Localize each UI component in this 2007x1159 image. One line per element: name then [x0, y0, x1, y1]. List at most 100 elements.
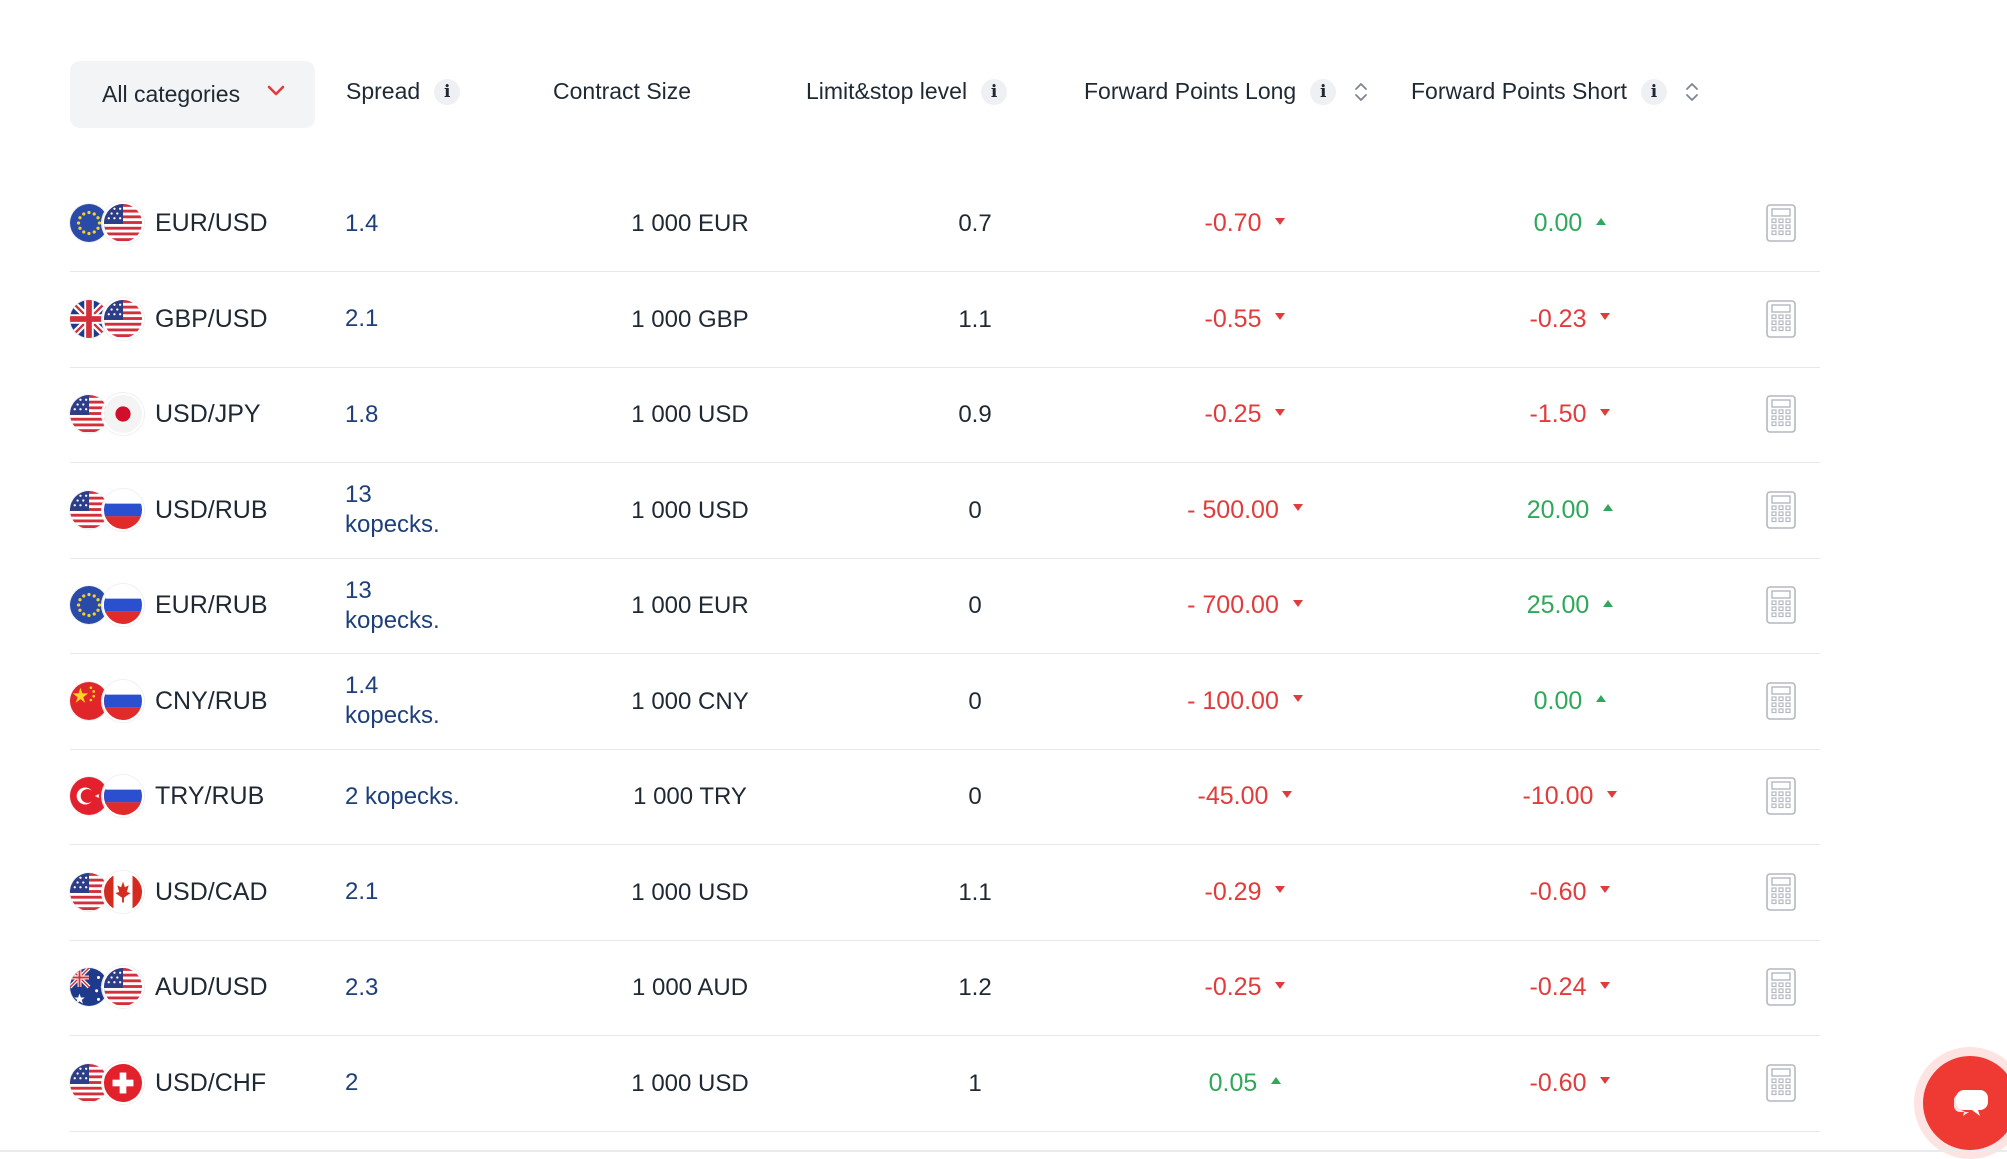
info-icon[interactable]: i [434, 78, 461, 105]
contract-size-value: 1 000 EUR [631, 210, 749, 237]
table-row[interactable]: GBP/USD 2.1 1 000 GBP 1.1 -0.55 -0.23 [70, 272, 1820, 368]
calculator-icon[interactable] [1766, 490, 1796, 529]
forward-short-cell: -1.50 [1420, 367, 1720, 462]
trend-down-icon [1292, 504, 1303, 512]
forward-long-value: - 100.00 [1187, 686, 1279, 715]
page-divider [0, 1150, 2007, 1152]
table-row[interactable]: EUR/RUB 13 kopecks. 1 000 EUR 0 - 700.00 25.0… [70, 558, 1820, 654]
spread-value: 2.3 [345, 940, 505, 1035]
calculator-icon[interactable] [1766, 872, 1796, 911]
table-row[interactable]: USD/JPY 1.8 1 000 USD 0.9 -0.25 -1.50 [70, 367, 1820, 463]
instrument-pair[interactable]: AUD/USD [155, 973, 268, 1001]
calculator-icon[interactable] [1766, 777, 1796, 815]
spread-value: 2 [345, 1036, 505, 1131]
sort-icon[interactable] [1685, 81, 1699, 103]
forward-long-value: -0.55 [1204, 304, 1262, 333]
table-row[interactable]: USD/CAD 2.1 1 000 USD 1.1 -0.29 -0.60 [70, 845, 1820, 941]
spread-text: 2 kopecks. [345, 782, 460, 810]
forward-long-cell: - 500.00 [1095, 463, 1395, 558]
flag-us-icon [70, 1063, 108, 1102]
category-dropdown[interactable]: All categories [70, 61, 315, 128]
trend-down-icon [1607, 790, 1618, 798]
instrument-pair[interactable]: USD/RUB [155, 495, 268, 524]
flag-us-icon [102, 966, 144, 1008]
table-row[interactable]: TRY/RUB 2 kopecks. 1 000 TRY 0 -45.00 -10.00 [70, 749, 1820, 845]
spread-text: 1.4 kopecks. [345, 672, 440, 729]
spread-value: 2 kopecks. [345, 749, 505, 844]
spread-text: 1.4 [345, 209, 379, 237]
calculator-icon[interactable] [1766, 1063, 1796, 1102]
contract-size-value: 1 000 TRY [633, 783, 747, 810]
trend-down-icon [1600, 1077, 1611, 1085]
flag-us-icon [70, 395, 108, 433]
currency-flags [70, 202, 144, 244]
contract-size-value: 1 000 CNY [631, 687, 749, 715]
currency-flags [70, 584, 144, 626]
forward-long-cell: -0.25 [1095, 367, 1395, 462]
spread-value: 1.8 [345, 367, 505, 462]
spread-value: 13 kopecks. [345, 463, 455, 558]
sort-icon[interactable] [1354, 81, 1368, 103]
limit-stop-value: 1.2 [958, 974, 992, 1001]
column-header-spread: Spread i [346, 78, 461, 105]
column-header-forward-short[interactable]: Forward Points Short i [1411, 78, 1699, 105]
flag-us-icon [70, 872, 108, 911]
trend-down-icon [1292, 695, 1303, 703]
flag-ch-icon [102, 1061, 144, 1104]
instrument-pair[interactable]: USD/JPY [155, 400, 261, 428]
limit-stop-value: 0 [968, 496, 982, 524]
spread-text: 2.1 [345, 878, 379, 905]
spread-text: 2.1 [345, 305, 379, 332]
calculator-icon[interactable] [1766, 204, 1796, 242]
flag-eu-icon [70, 204, 108, 242]
info-icon[interactable]: i [1310, 78, 1337, 105]
forward-short-cell: -0.60 [1420, 845, 1720, 940]
column-header-spread-label: Spread [346, 78, 421, 104]
calculator-icon[interactable] [1766, 681, 1796, 720]
instrument-pair[interactable]: CNY/RUB [155, 686, 268, 715]
trend-down-icon [1275, 408, 1286, 416]
forward-long-cell: -0.29 [1095, 845, 1395, 940]
calculator-icon[interactable] [1766, 586, 1796, 624]
currency-flags [70, 679, 144, 722]
category-dropdown-label: All categories [102, 81, 241, 107]
contract-size-value: 1 000 USD [631, 878, 749, 906]
table-row[interactable]: AUD/USD 2.3 1 000 AUD 1.2 -0.25 -0.24 [70, 940, 1820, 1036]
instrument-pair[interactable]: EUR/USD [155, 209, 268, 237]
currency-flags [70, 775, 144, 817]
calculator-icon[interactable] [1766, 968, 1796, 1006]
table-row[interactable]: EUR/USD 1.4 1 000 EUR 0.7 -0.70 0.00 [70, 176, 1820, 272]
flag-ca-icon [102, 870, 144, 913]
forward-short-value: -1.50 [1529, 400, 1587, 428]
table-row[interactable]: CNY/RUB 1.4 kopecks. 1 000 CNY 0 - 100.00 0.0… [70, 654, 1820, 750]
instrument-pair[interactable]: USD/CHF [155, 1068, 267, 1097]
chat-button[interactable] [1914, 1047, 2007, 1159]
instrument-pair[interactable]: GBP/USD [155, 304, 268, 333]
calculator-icon[interactable] [1766, 299, 1796, 338]
forward-short-cell: -0.23 [1420, 272, 1720, 367]
flag-ru-icon [102, 584, 144, 626]
trend-down-icon [1600, 313, 1611, 321]
forward-short-value: -0.23 [1529, 304, 1587, 333]
instrument-pair[interactable]: TRY/RUB [155, 782, 265, 810]
table-header: All categories Spread i Contract Size Li… [0, 0, 2007, 190]
forward-short-cell: -0.60 [1420, 1036, 1720, 1131]
info-icon[interactable]: i [981, 78, 1008, 105]
table-row[interactable]: USD/RUB 13 kopecks. 1 000 USD 0 - 500.00 20.0… [70, 463, 1820, 559]
flag-eu-icon [70, 586, 108, 624]
instrument-pair[interactable]: USD/CAD [155, 877, 268, 906]
spread-text: 2 [345, 1069, 359, 1096]
info-icon[interactable]: i [1641, 78, 1668, 105]
calculator-icon[interactable] [1766, 395, 1796, 433]
forward-short-value: 0.00 [1533, 686, 1583, 715]
trend-down-icon [1600, 408, 1611, 416]
column-header-forward-long[interactable]: Forward Points Long i [1084, 78, 1368, 105]
instrument-pair[interactable]: EUR/RUB [155, 591, 268, 619]
forward-long-value: 0.05 [1208, 1068, 1258, 1097]
table-row[interactable]: USD/CHF 2 1 000 USD 1 0.05 -0.60 [70, 1036, 1820, 1132]
forward-long-cell: -0.70 [1095, 176, 1395, 271]
column-header-forward-long-label: Forward Points Long [1084, 78, 1297, 104]
limit-stop-value: 0.9 [958, 401, 992, 428]
forward-long-cell: - 100.00 [1095, 654, 1395, 749]
forward-short-value: 20.00 [1526, 495, 1590, 524]
